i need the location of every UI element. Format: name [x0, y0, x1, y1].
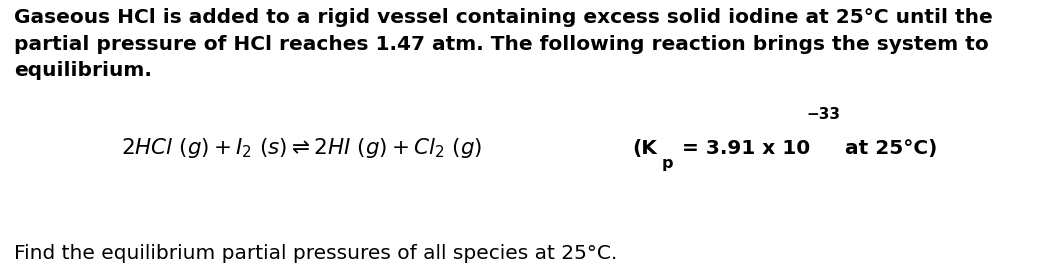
Text: $2HCl\ (g) + I_2\ (s) \rightleftharpoons 2HI\ (g) + Cl_2\ (g)$: $2HCl\ (g) + I_2\ (s) \rightleftharpoons… [121, 136, 483, 160]
Text: at 25°C): at 25°C) [838, 139, 937, 158]
Text: p: p [662, 156, 674, 171]
Text: Gaseous HCl is added to a rigid vessel containing excess solid iodine at 25°C un: Gaseous HCl is added to a rigid vessel c… [14, 8, 993, 80]
Text: (K: (K [632, 139, 658, 158]
Text: −33: −33 [806, 107, 840, 122]
Text: Find the equilibrium partial pressures of all species at 25°C.: Find the equilibrium partial pressures o… [14, 244, 617, 263]
Text: = 3.91 x 10: = 3.91 x 10 [675, 139, 809, 158]
